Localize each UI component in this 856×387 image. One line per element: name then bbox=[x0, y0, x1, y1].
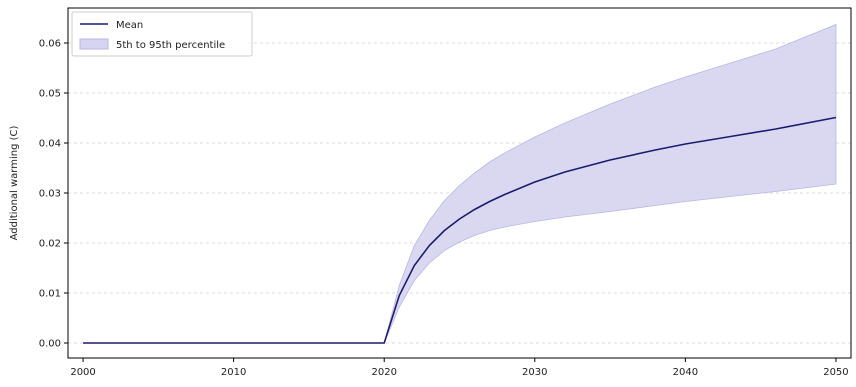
x-tick-label: 2040 bbox=[673, 367, 698, 378]
y-axis: 0.00 0.01 0.02 0.03 0.04 0.05 0.06 bbox=[39, 39, 68, 350]
x-tick-label: 2010 bbox=[221, 367, 246, 378]
legend-band-label: 5th to 95th percentile bbox=[116, 40, 225, 51]
legend-band-swatch bbox=[79, 38, 109, 50]
legend: Mean 5th to 95th percentile bbox=[71, 11, 253, 57]
y-tick-label: 0.05 bbox=[39, 89, 61, 100]
plot-frame bbox=[67, 7, 852, 359]
percentile-band-group bbox=[83, 23, 837, 344]
mean-line bbox=[83, 116, 837, 344]
legend-mean-label: Mean bbox=[116, 20, 143, 31]
legend-box bbox=[71, 11, 253, 57]
x-axis: 2000 2010 2020 2030 2040 2050 bbox=[70, 358, 849, 378]
x-tick-label: 2020 bbox=[371, 367, 396, 378]
y-tick-label: 0.01 bbox=[39, 289, 61, 300]
y-tick-label: 0.04 bbox=[39, 139, 61, 150]
x-tick-label: 2000 bbox=[70, 367, 95, 378]
percentile-band bbox=[83, 23, 837, 344]
x-tick-label: 2030 bbox=[522, 367, 547, 378]
y-tick-label: 0.06 bbox=[39, 39, 61, 50]
mean-line-group bbox=[83, 116, 837, 344]
y-tick-label: 0.03 bbox=[39, 189, 61, 200]
x-tick-label: 2050 bbox=[823, 367, 848, 378]
y-tick-label: 0.00 bbox=[39, 339, 61, 350]
y-axis-label: Additional warming (C) bbox=[9, 126, 20, 241]
y-tick-label: 0.02 bbox=[39, 239, 61, 250]
